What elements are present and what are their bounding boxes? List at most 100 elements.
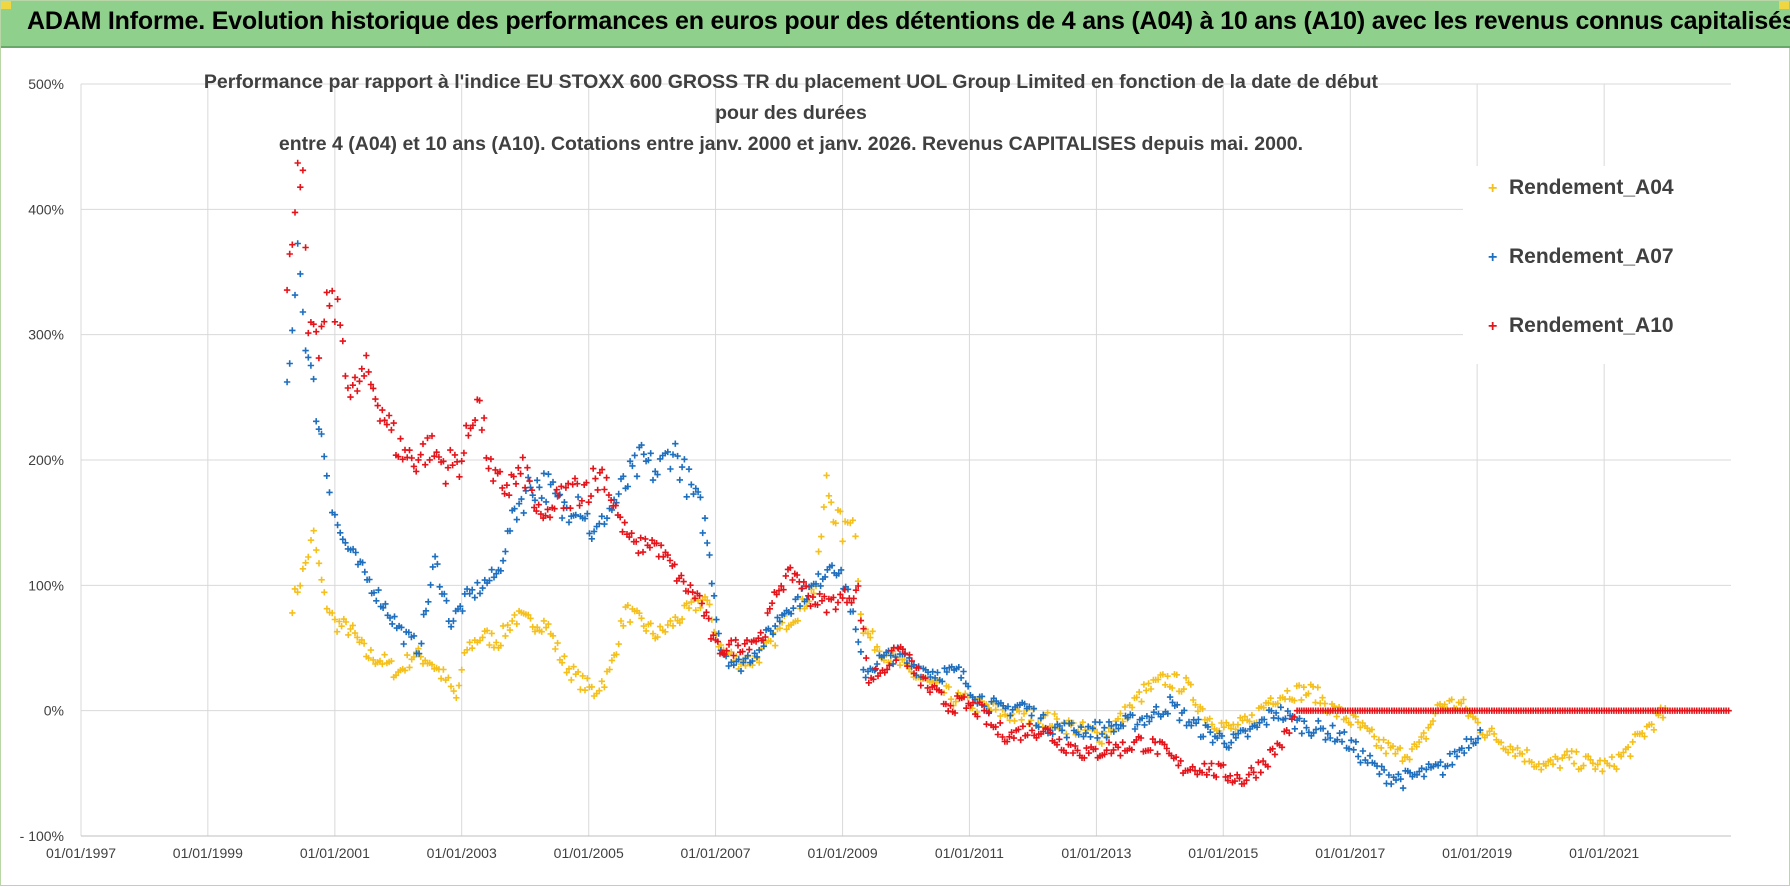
data-point — [924, 684, 931, 692]
x-tick-label: 01/01/2009 — [808, 845, 878, 861]
data-point — [561, 499, 568, 506]
data-point — [356, 378, 363, 385]
data-point — [1629, 738, 1636, 746]
data-point — [337, 529, 344, 536]
data-point — [855, 582, 862, 590]
data-point — [1021, 700, 1028, 708]
data-point — [1434, 762, 1442, 769]
data-point — [585, 499, 592, 506]
data-point — [1092, 745, 1099, 753]
data-point — [294, 589, 301, 596]
data-point — [1509, 746, 1516, 753]
data-point — [563, 669, 570, 676]
data-point — [697, 604, 704, 611]
data-point — [329, 609, 336, 617]
data-point — [390, 419, 397, 427]
data-point — [447, 683, 455, 690]
data-point — [361, 568, 368, 576]
data-point — [486, 641, 493, 649]
data-point — [524, 464, 531, 471]
data-point — [363, 352, 370, 359]
data-point — [945, 683, 952, 691]
data-point — [1504, 749, 1512, 756]
data-point — [533, 507, 540, 515]
data-point — [1490, 730, 1498, 738]
data-point — [1296, 715, 1303, 722]
data-point — [1232, 726, 1239, 733]
data-point — [1523, 746, 1531, 754]
data-point — [1006, 733, 1013, 740]
data-point — [1385, 771, 1393, 779]
data-point — [1053, 741, 1061, 748]
data-point — [1385, 739, 1392, 747]
data-point — [904, 662, 911, 670]
y-tick-label: 200% — [28, 452, 64, 468]
data-point — [1192, 720, 1200, 727]
data-point — [1408, 745, 1416, 753]
data-point — [1331, 703, 1338, 710]
data-point — [1081, 754, 1088, 762]
data-point — [1044, 709, 1051, 716]
data-point — [331, 511, 339, 518]
data-point — [297, 582, 304, 589]
data-point — [931, 682, 938, 689]
data-point — [951, 709, 959, 717]
data-point — [892, 657, 900, 664]
data-point — [656, 623, 664, 630]
data-point — [1444, 762, 1451, 770]
data-point — [400, 640, 407, 648]
data-point — [1267, 695, 1274, 702]
data-point — [835, 570, 842, 577]
data-point — [672, 614, 679, 621]
data-point — [283, 286, 291, 294]
data-point — [1376, 770, 1383, 778]
data-point — [685, 466, 693, 473]
data-point — [939, 678, 946, 685]
data-point — [581, 687, 589, 694]
data-point — [584, 675, 591, 682]
data-point — [825, 492, 833, 499]
data-point — [642, 535, 649, 543]
data-point — [803, 596, 811, 603]
data-point — [837, 591, 844, 598]
data-point — [654, 633, 661, 641]
data-point — [360, 372, 368, 380]
data-point — [1015, 726, 1022, 733]
data-point — [889, 660, 897, 668]
y-tick-label: 0% — [44, 703, 64, 719]
data-point — [476, 590, 484, 597]
data-point — [558, 659, 566, 666]
data-point — [442, 480, 449, 487]
data-point — [647, 450, 654, 457]
data-point — [538, 494, 545, 502]
data-point — [1378, 744, 1385, 752]
data-point — [1040, 711, 1047, 718]
data-point — [1028, 727, 1036, 734]
data-point — [496, 468, 504, 475]
data-point — [978, 693, 986, 700]
data-point — [805, 592, 812, 599]
data-point — [365, 654, 372, 662]
data-point — [735, 656, 742, 663]
data-point — [506, 527, 514, 535]
data-point — [339, 536, 346, 543]
data-point — [1234, 771, 1241, 778]
legend-marker-a04: + — [1488, 180, 1498, 197]
data-point — [587, 492, 595, 500]
data-point — [561, 653, 568, 660]
data-point — [342, 372, 349, 380]
data-point — [653, 540, 660, 547]
data-point — [626, 458, 634, 465]
data-point — [1397, 775, 1404, 783]
data-point — [960, 693, 968, 701]
data-point — [1011, 717, 1018, 725]
data-point — [841, 586, 848, 593]
data-point — [502, 548, 509, 555]
data-point — [701, 515, 709, 522]
data-point — [1148, 714, 1155, 721]
data-point — [1085, 749, 1092, 757]
data-point — [1269, 745, 1276, 752]
data-point — [1172, 754, 1180, 761]
data-point — [479, 584, 486, 592]
data-point — [815, 570, 822, 578]
